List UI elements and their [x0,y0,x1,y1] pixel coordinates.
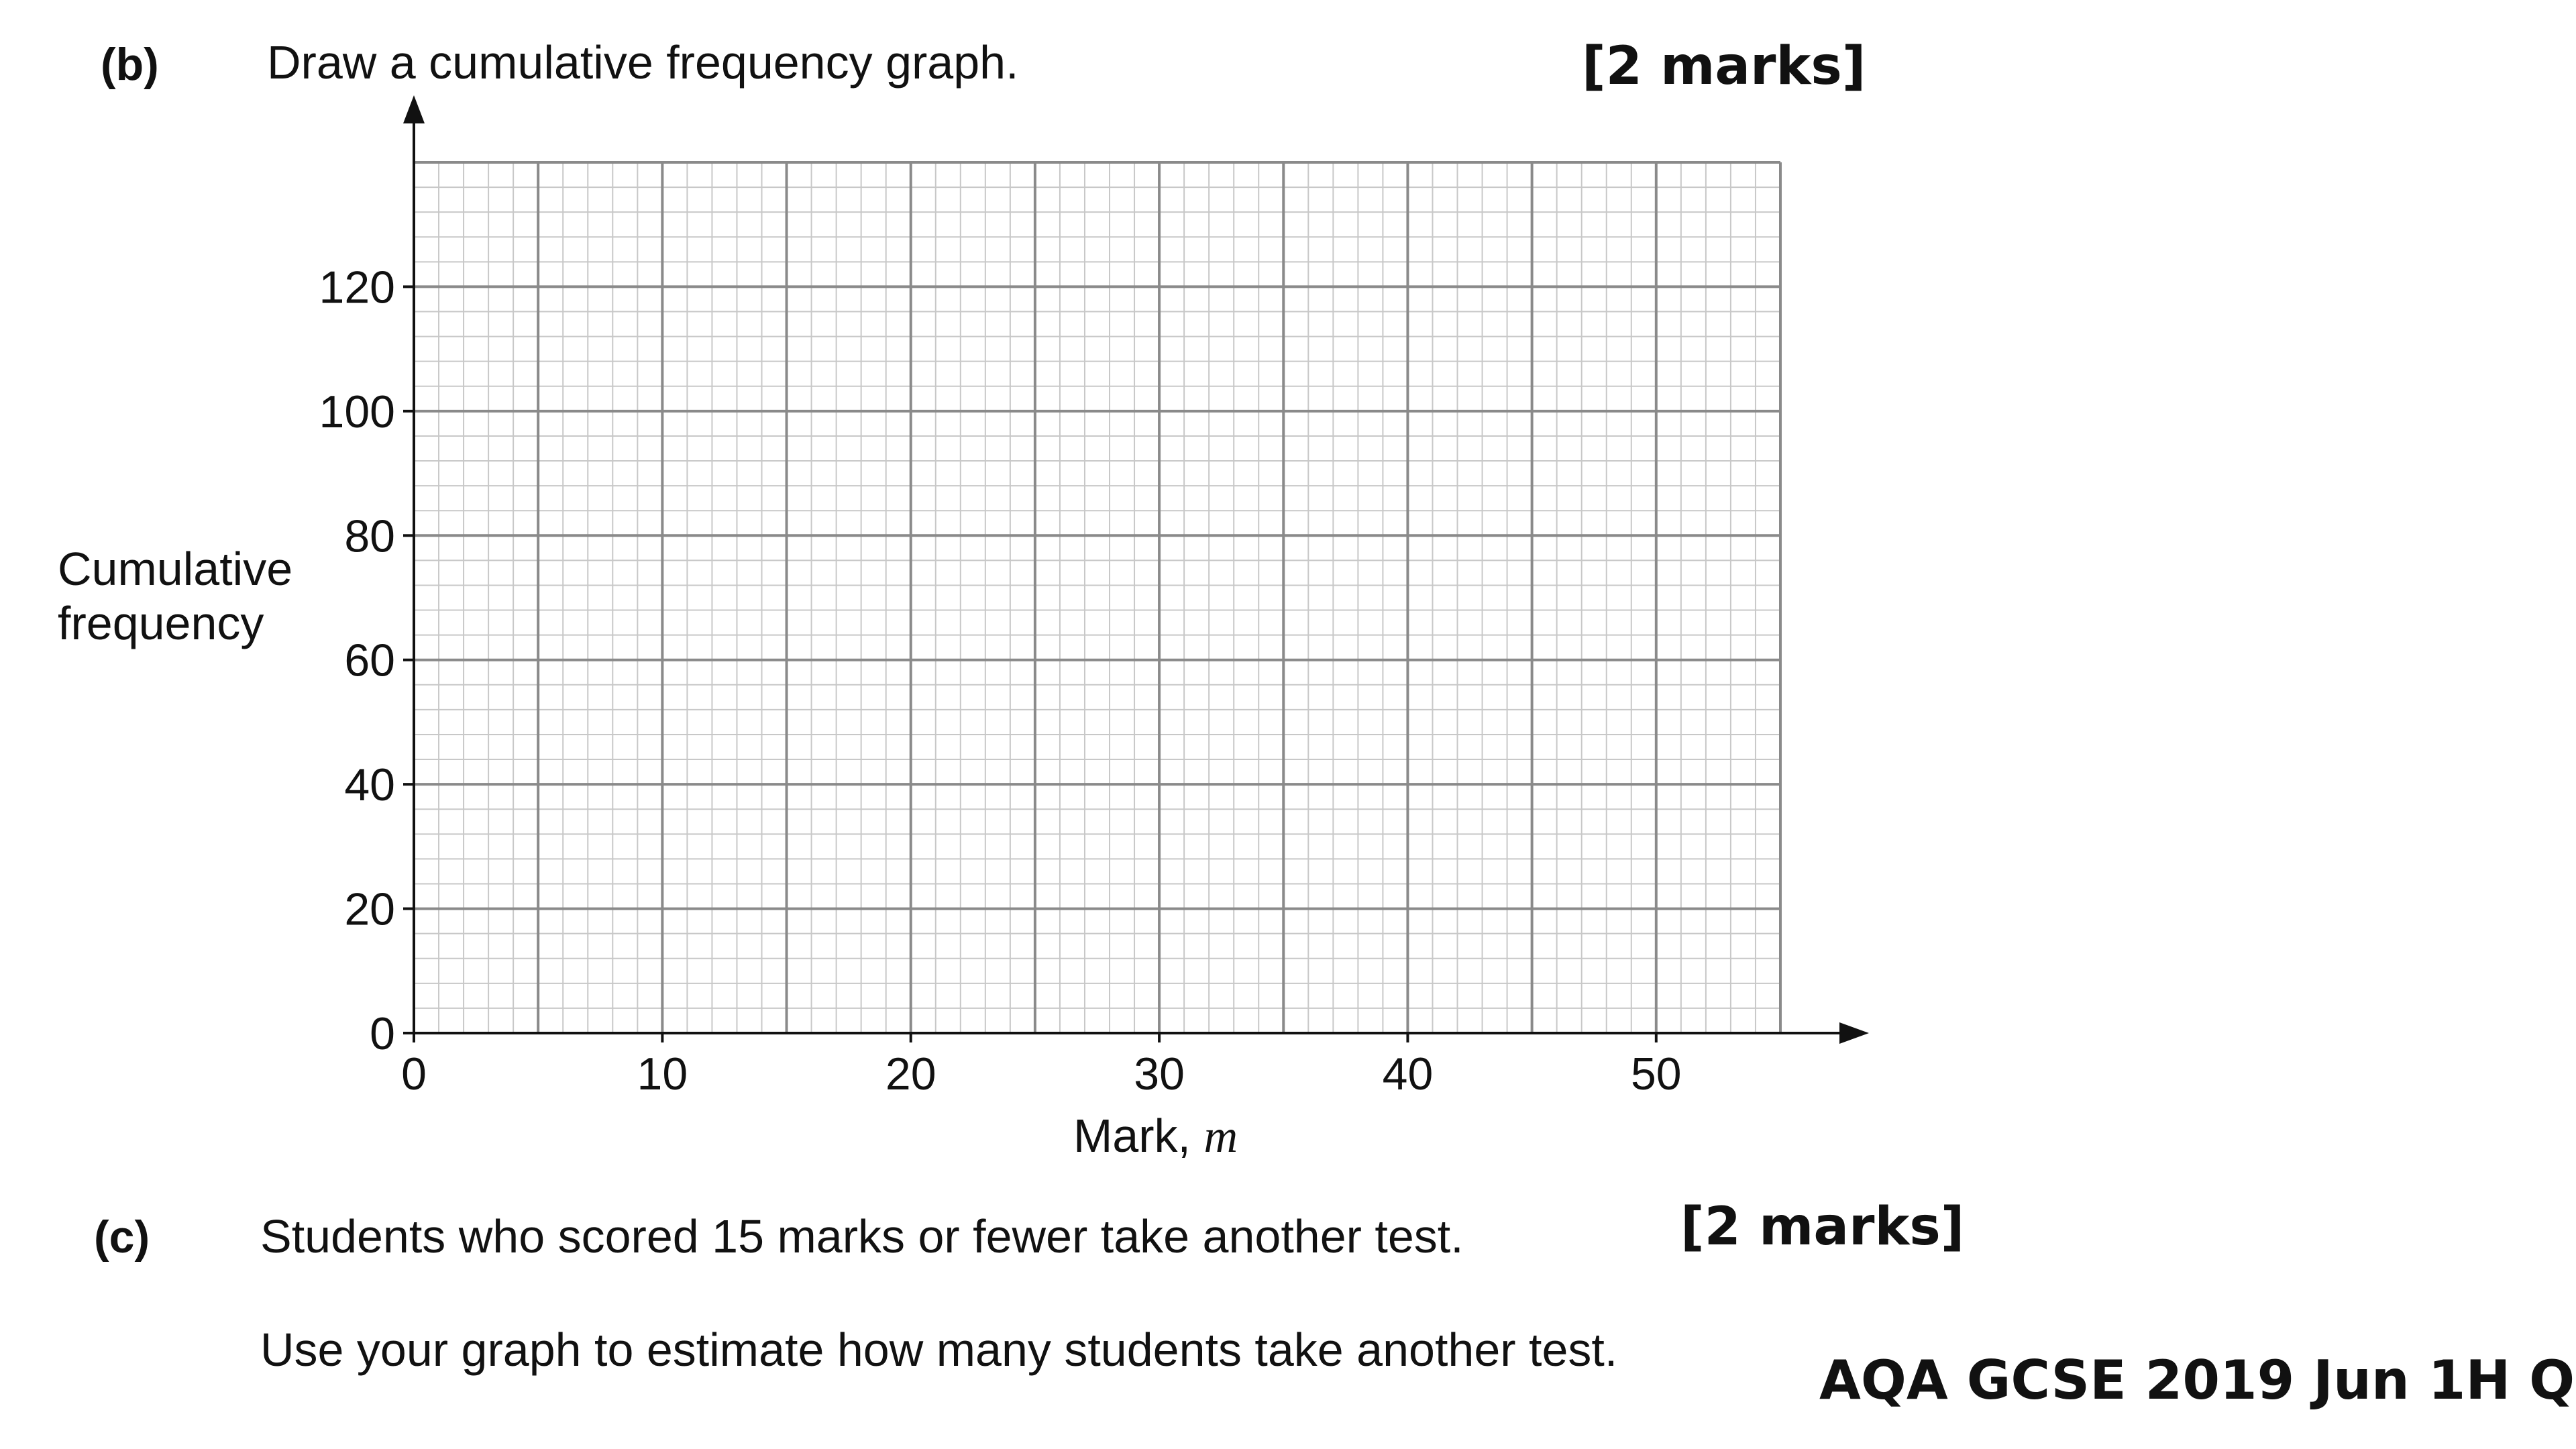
y-tick-label: 40 [344,759,395,810]
x-tick-label: 40 [1383,1049,1434,1099]
part-b-marks: [2 marks] [1582,36,1866,97]
x-axis-arrow [1839,1022,1869,1044]
y-tick-label: 20 [344,884,395,935]
minor-grid [413,162,1781,1034]
part-c-question-line2: Use your graph to estimate how many stud… [260,1324,1618,1376]
y-axis-label: Cumulative frequency [58,543,293,649]
x-axis-label-text: Mark, [1073,1110,1191,1162]
x-axis-variable: m [1203,1111,1238,1163]
source-citation: AQA GCSE 2019 Jun 1H Q15 [1819,1349,2576,1411]
x-tick-label: 20 [885,1049,936,1099]
part-c-question-line1: Students who scored 15 marks or fewer ta… [260,1210,1464,1263]
y-tick-label: 0 [370,1008,395,1059]
x-tick-label: 50 [1631,1049,1682,1099]
x-axis-label: Mark, m [1073,1112,1238,1161]
part-c-label: (c) [94,1212,150,1263]
part-b-label: (b) [101,39,159,90]
x-tick-label: 10 [637,1049,688,1099]
y-tick-label: 100 [319,386,395,437]
tick-labels: 0 20 40 60 80 100 120 0 10 20 30 40 50 [319,262,1682,1099]
y-axis-arrow [403,95,425,123]
y-tick-label: 80 [344,511,395,561]
axes [403,95,1869,1044]
y-tick-label: 120 [319,262,395,313]
major-grid [413,161,1782,1034]
part-b-question: Draw a cumulative frequency graph. [267,36,1019,89]
part-c-marks: [2 marks] [1680,1197,1965,1257]
x-tick-label: 30 [1134,1049,1185,1099]
x-tick-label: 0 [401,1049,427,1099]
y-tick-label: 60 [344,635,395,686]
